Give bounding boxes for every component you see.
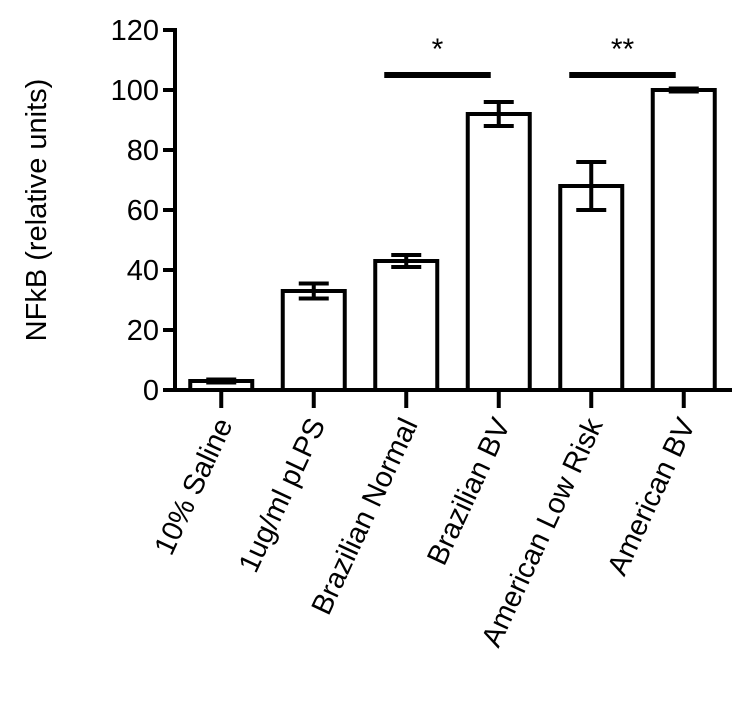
bar <box>650 88 717 392</box>
axes <box>173 28 732 392</box>
y-tick-label: 120 <box>111 15 159 47</box>
y-tick-label: 100 <box>111 75 159 107</box>
y-tick-label: 80 <box>127 135 159 167</box>
significance-label: ** <box>611 33 635 66</box>
x-tick-label: 10% Saline <box>149 413 240 559</box>
bar <box>280 289 347 392</box>
y-tick-label: 20 <box>127 315 159 347</box>
bar <box>373 259 440 392</box>
x-tick-label: American BV <box>602 413 703 580</box>
x-tick-label: Brazilian BV <box>421 413 517 570</box>
y-axis-ticks: 0 20 40 60 80 100 120 <box>111 15 175 407</box>
y-tick-label: 40 <box>127 255 159 287</box>
y-axis-label: NFkB (relative units) <box>21 79 53 342</box>
bar <box>558 184 625 392</box>
significance-label: * <box>432 33 444 66</box>
x-tick-label: 1ug/ml pLPS <box>233 413 332 577</box>
y-tick-label: 60 <box>127 195 159 227</box>
y-tick-label: 0 <box>143 375 159 407</box>
bar <box>465 112 532 392</box>
significance-markers: * ** <box>384 33 676 78</box>
bars <box>188 86 717 392</box>
